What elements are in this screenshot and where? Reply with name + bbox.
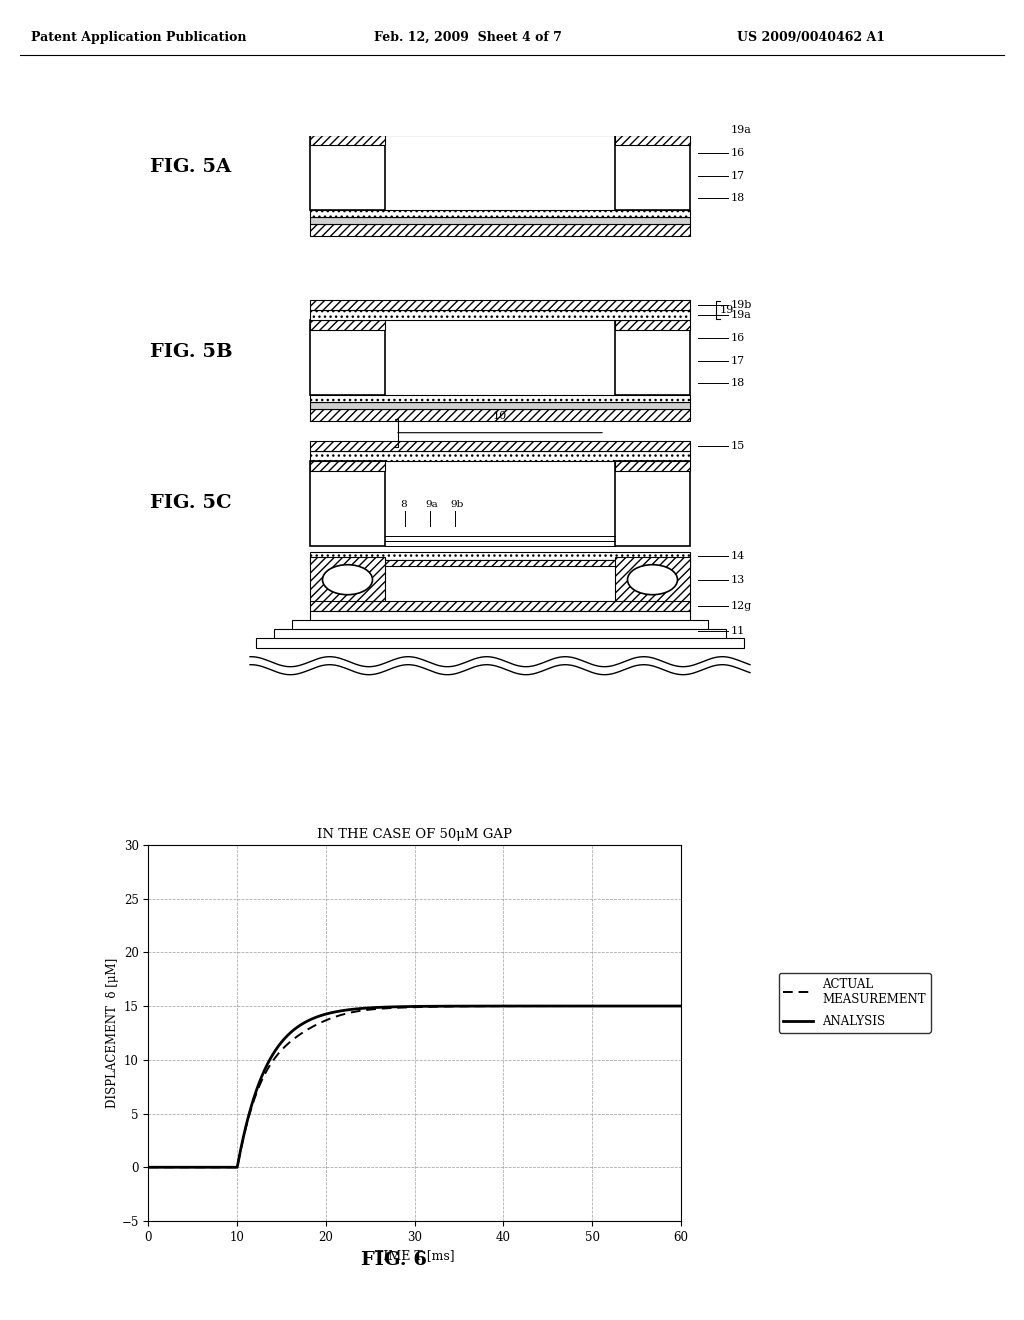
Text: FIG. 5C: FIG. 5C: [150, 494, 231, 512]
Text: 19b: 19b: [731, 300, 753, 310]
Text: 8: 8: [400, 500, 407, 508]
Text: FIG. 5B: FIG. 5B: [150, 343, 232, 362]
Bar: [310, 135, 385, 210]
Text: 11: 11: [731, 626, 745, 636]
Bar: [310, 124, 690, 135]
Bar: [615, 461, 690, 471]
Text: 14: 14: [731, 550, 745, 561]
Bar: [310, 601, 690, 611]
Text: 9a: 9a: [425, 500, 437, 508]
Bar: [615, 319, 690, 395]
Text: Patent Application Publication: Patent Application Publication: [31, 32, 246, 45]
Text: 17: 17: [731, 356, 745, 366]
Ellipse shape: [628, 565, 678, 595]
Bar: [310, 310, 690, 319]
Text: US 2009/0040462 A1: US 2009/0040462 A1: [737, 32, 886, 45]
Text: 10: 10: [493, 411, 507, 421]
Y-axis label: DISPLACEMENT  δ [μM]: DISPLACEMENT δ [μM]: [105, 958, 119, 1107]
Text: 18: 18: [731, 379, 745, 388]
Bar: [310, 450, 690, 461]
Text: 18: 18: [731, 194, 745, 203]
Text: 16: 16: [731, 334, 745, 343]
Bar: [310, 611, 690, 620]
Text: 15: 15: [731, 441, 745, 450]
Bar: [310, 409, 690, 421]
Text: FIG. 5A: FIG. 5A: [150, 158, 231, 176]
Bar: [310, 223, 690, 236]
Bar: [256, 638, 744, 648]
Bar: [615, 461, 690, 545]
Bar: [310, 552, 690, 560]
Bar: [310, 557, 385, 603]
Text: 19: 19: [720, 305, 734, 314]
Bar: [615, 135, 690, 145]
Bar: [292, 619, 708, 630]
Text: 19a: 19a: [731, 124, 752, 135]
Title: IN THE CASE OF 50μM GAP: IN THE CASE OF 50μM GAP: [317, 828, 512, 841]
Bar: [274, 628, 726, 639]
Text: 9b: 9b: [450, 500, 464, 508]
Text: FIG. 6: FIG. 6: [361, 1250, 427, 1269]
Bar: [310, 300, 690, 310]
Text: 19a: 19a: [731, 310, 752, 319]
Bar: [615, 135, 690, 210]
Text: 13: 13: [731, 574, 745, 585]
Bar: [310, 461, 385, 471]
Text: 16: 16: [731, 148, 745, 158]
Bar: [615, 557, 690, 603]
Bar: [310, 216, 690, 223]
Bar: [310, 441, 690, 450]
Text: 17: 17: [731, 172, 745, 181]
Text: 12g: 12g: [731, 601, 753, 611]
Ellipse shape: [323, 565, 373, 595]
Bar: [310, 135, 385, 145]
X-axis label: TIME T [ms]: TIME T [ms]: [375, 1249, 455, 1262]
Bar: [310, 401, 690, 409]
Legend: ACTUAL
MEASUREMENT, ANALYSIS: ACTUAL MEASUREMENT, ANALYSIS: [778, 973, 931, 1032]
Text: Feb. 12, 2009  Sheet 4 of 7: Feb. 12, 2009 Sheet 4 of 7: [374, 32, 561, 45]
Bar: [310, 395, 690, 401]
Bar: [310, 461, 385, 545]
Bar: [310, 560, 690, 566]
Bar: [310, 319, 385, 330]
Bar: [310, 210, 690, 216]
Bar: [310, 319, 385, 395]
Bar: [615, 319, 690, 330]
